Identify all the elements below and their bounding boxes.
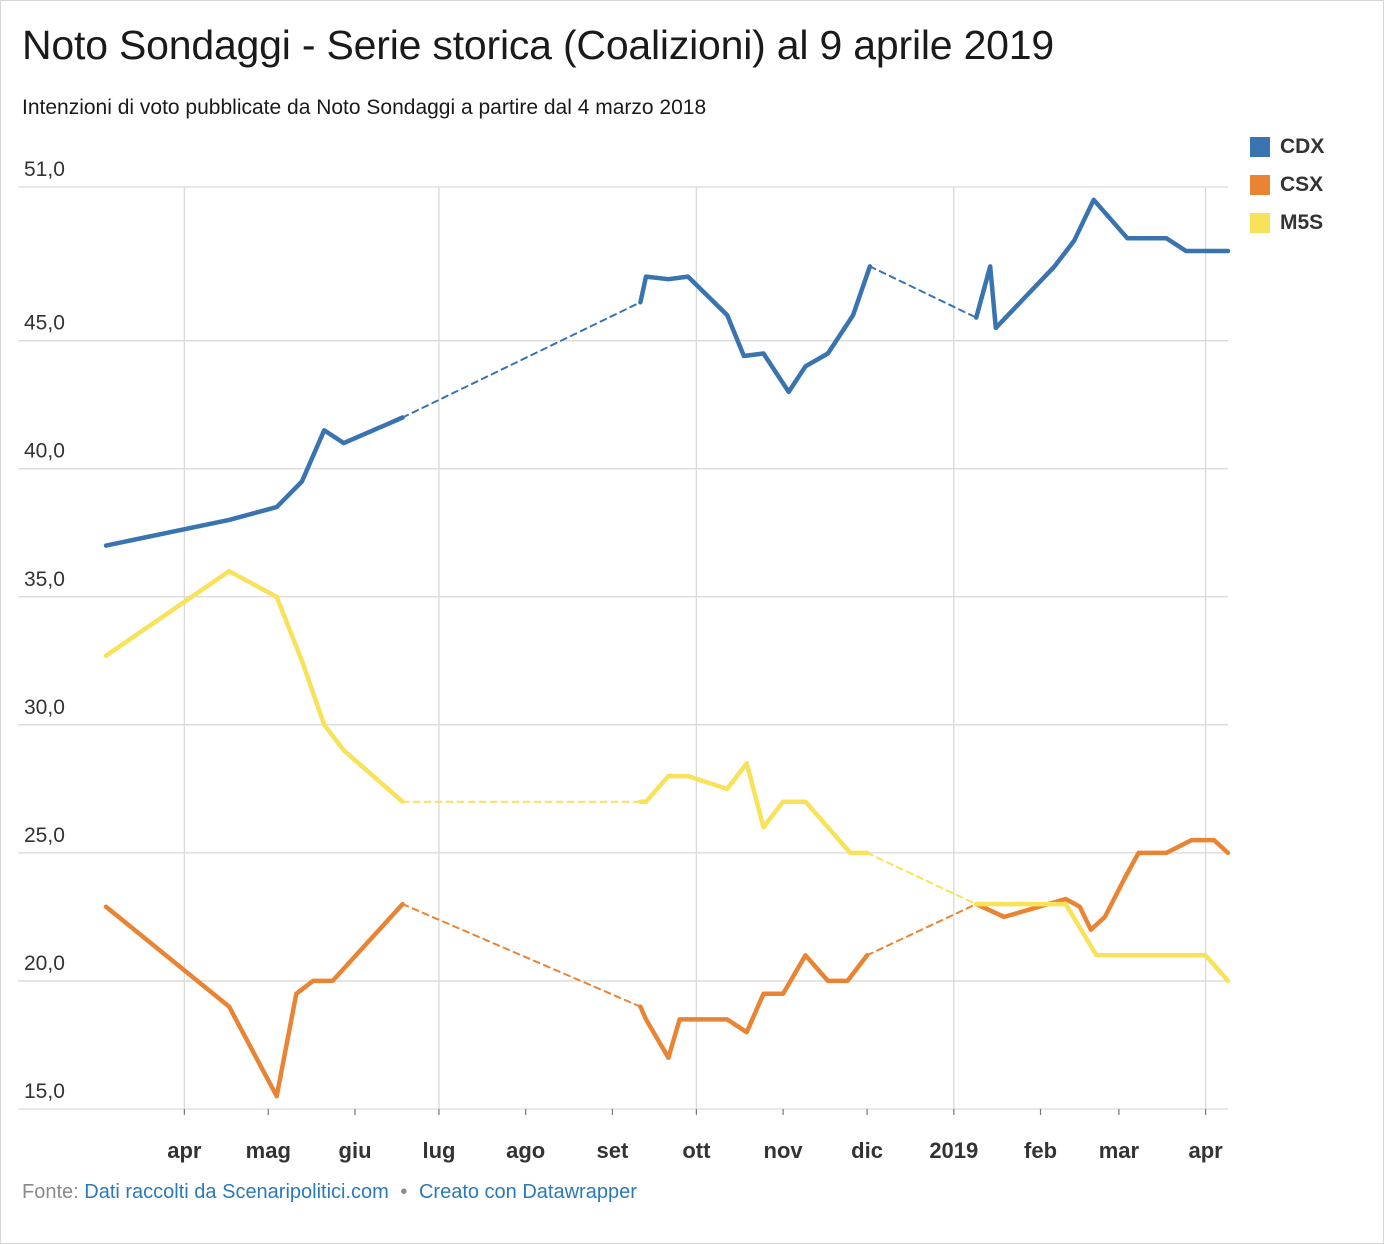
y-tick-label: 30,0 bbox=[24, 696, 65, 719]
legend-swatch-cdx bbox=[1250, 137, 1270, 157]
series-line bbox=[638, 761, 870, 856]
series-gap-line bbox=[401, 903, 642, 1008]
y-tick-label: 40,0 bbox=[24, 440, 65, 463]
series-line bbox=[103, 415, 405, 548]
x-tick-label: giu bbox=[339, 1138, 372, 1163]
x-tick-label: mag bbox=[246, 1138, 291, 1163]
x-tick-label: dic bbox=[851, 1138, 883, 1163]
chart-axis-labels: 15,0 20,0 25,0 30,0 35,0 40,0 45,0 51,0 apr mag gi… bbox=[24, 158, 1223, 1163]
legend-item-m5s: M5S bbox=[1250, 204, 1324, 242]
x-tick-label: apr bbox=[167, 1138, 202, 1163]
y-tick-label: 15,0 bbox=[24, 1080, 65, 1103]
series-line bbox=[973, 901, 1231, 984]
x-tick-label: nov bbox=[764, 1138, 804, 1163]
x-tick-label: apr bbox=[1188, 1138, 1223, 1163]
x-tick-label: ago bbox=[506, 1138, 545, 1163]
legend-item-csx: CSX bbox=[1250, 166, 1324, 204]
y-tick-label: 25,0 bbox=[24, 824, 65, 847]
footer-separator: • bbox=[400, 1181, 408, 1203]
series-m5s bbox=[103, 568, 1231, 984]
x-tick-label: mar bbox=[1099, 1138, 1140, 1163]
source-prefix: Fonte: bbox=[22, 1181, 79, 1203]
datawrapper-link[interactable]: Creato con Datawrapper bbox=[418, 1181, 637, 1203]
series-gap-line bbox=[401, 301, 642, 419]
chart-grid bbox=[18, 186, 1228, 1115]
x-tick-label: feb bbox=[1024, 1138, 1057, 1163]
x-tick-label: ott bbox=[682, 1138, 711, 1163]
legend-label-m5s: M5S bbox=[1280, 211, 1324, 234]
series-line bbox=[638, 953, 870, 1061]
series-csx bbox=[103, 837, 1231, 1099]
legend-swatch-m5s bbox=[1250, 213, 1270, 233]
series-gap-line bbox=[866, 903, 978, 957]
chart-footer: Fonte: Dati raccolti da Scenaripolitici.… bbox=[22, 1181, 637, 1204]
x-tick-label: 2019 bbox=[929, 1138, 978, 1163]
y-tick-label: 45,0 bbox=[24, 312, 65, 335]
legend-item-cdx: CDX bbox=[1250, 128, 1324, 166]
series-cdx bbox=[103, 197, 1231, 548]
chart-series bbox=[103, 197, 1231, 1099]
legend-label-csx: CSX bbox=[1280, 173, 1324, 196]
series-line bbox=[103, 901, 405, 1099]
chart-title: Noto Sondaggi - Serie storica (Coalizion… bbox=[22, 22, 1054, 68]
series-gap-line bbox=[868, 265, 978, 319]
legend-swatch-csx bbox=[1250, 175, 1270, 195]
source-link[interactable]: Dati raccolti da Scenaripolitici.com bbox=[84, 1181, 389, 1203]
y-tick-label: 35,0 bbox=[24, 568, 65, 591]
y-tick-label: 20,0 bbox=[24, 952, 65, 975]
legend: CDX CSX M5S bbox=[1250, 128, 1324, 242]
series-line bbox=[103, 568, 405, 804]
x-tick-label: set bbox=[597, 1138, 629, 1163]
series-line bbox=[638, 264, 873, 395]
series-gap-line bbox=[866, 851, 978, 906]
legend-label-cdx: CDX bbox=[1280, 135, 1325, 158]
y-tick-label: 51,0 bbox=[24, 158, 65, 181]
series-line bbox=[973, 837, 1231, 932]
chart-subtitle: Intenzioni di voto pubblicate da Noto So… bbox=[22, 96, 707, 119]
x-tick-label: lug bbox=[422, 1138, 455, 1163]
series-line bbox=[973, 197, 1231, 331]
